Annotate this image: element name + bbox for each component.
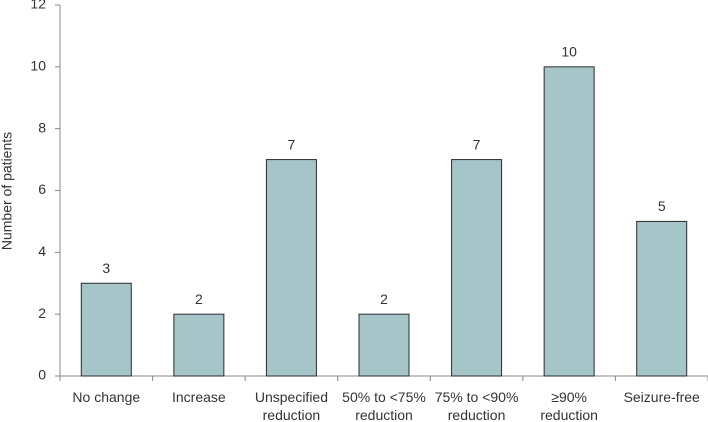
data-label: 7 <box>473 136 481 152</box>
x-tick-label: 50% to <75% reduction <box>342 389 426 422</box>
bar <box>265 159 317 377</box>
y-tick-label: 0 <box>38 367 46 383</box>
y-tick-label: 10 <box>30 58 46 74</box>
y-tick-label: 8 <box>38 119 46 135</box>
data-label: 2 <box>195 291 203 307</box>
bar <box>636 220 688 377</box>
bar <box>358 313 410 377</box>
y-tick-label: 6 <box>38 181 46 197</box>
y-tick-label: 12 <box>30 0 46 12</box>
x-tick-label: Seizure-free <box>623 389 700 405</box>
data-label: 2 <box>380 291 388 307</box>
x-tick-label: No change <box>72 389 141 405</box>
bar <box>543 66 595 377</box>
x-tick-label: 75% to <90% reduction <box>434 389 519 422</box>
data-label: 5 <box>658 198 666 214</box>
y-tick-label: 2 <box>38 305 46 321</box>
x-tick-label: Increase <box>171 389 226 405</box>
data-label: 3 <box>102 260 110 276</box>
data-label: 7 <box>288 136 296 152</box>
bar <box>80 282 132 377</box>
y-axis-label: Number of patients <box>0 132 15 250</box>
x-tick-label: Unspecified reduction <box>254 389 328 422</box>
bar <box>173 313 225 377</box>
bar <box>451 159 503 377</box>
y-tick-label: 4 <box>38 243 46 259</box>
data-label: 10 <box>561 44 577 60</box>
x-tick-label: ≥90% reduction <box>540 389 598 422</box>
